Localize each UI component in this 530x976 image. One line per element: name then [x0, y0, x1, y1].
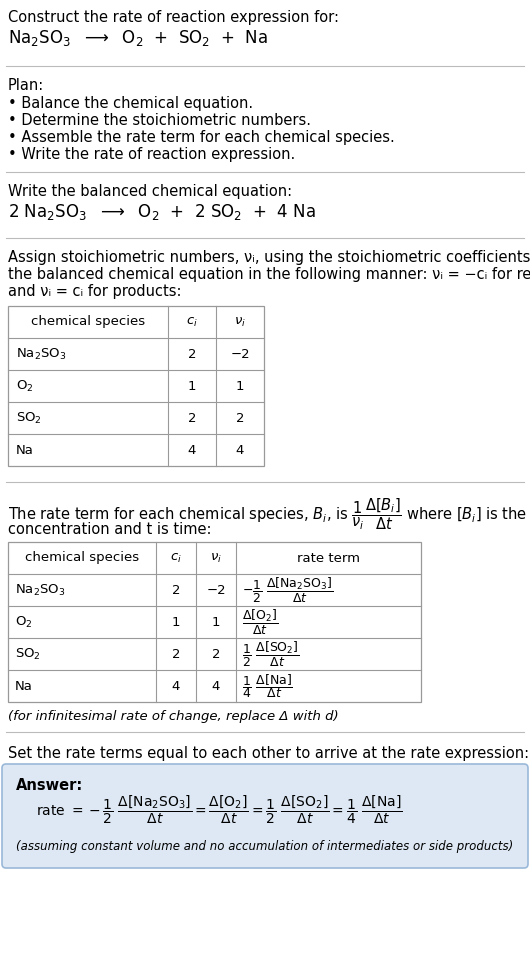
Text: −2: −2: [206, 584, 226, 596]
Text: 4: 4: [212, 679, 220, 693]
Text: (for infinitesimal rate of change, replace Δ with d): (for infinitesimal rate of change, repla…: [8, 710, 339, 723]
Text: Na: Na: [15, 679, 33, 693]
Text: $\mathrm{O_2}$: $\mathrm{O_2}$: [16, 379, 33, 393]
FancyBboxPatch shape: [2, 764, 528, 868]
Text: $c_i$: $c_i$: [170, 551, 182, 564]
Text: • Write the rate of reaction expression.: • Write the rate of reaction expression.: [8, 147, 295, 162]
Text: 1: 1: [212, 616, 220, 629]
Text: Plan:: Plan:: [8, 78, 44, 93]
Text: 4: 4: [236, 443, 244, 457]
Text: The rate term for each chemical species, $B_i$, is $\dfrac{1}{\nu_i}\dfrac{\Delt: The rate term for each chemical species,…: [8, 496, 530, 532]
Text: $\mathrm{SO_2}$: $\mathrm{SO_2}$: [16, 411, 42, 426]
Text: chemical species: chemical species: [31, 315, 145, 329]
Text: the balanced chemical equation in the following manner: νᵢ = −cᵢ for reactants: the balanced chemical equation in the fo…: [8, 267, 530, 282]
Text: $\dfrac{1}{4}\ \dfrac{\Delta[\mathrm{Na}]}{\Delta t}$: $\dfrac{1}{4}\ \dfrac{\Delta[\mathrm{Na}…: [242, 672, 293, 700]
Text: Set the rate terms equal to each other to arrive at the rate expression:: Set the rate terms equal to each other t…: [8, 746, 529, 761]
Text: 2: 2: [172, 584, 180, 596]
Text: 1: 1: [172, 616, 180, 629]
Text: 2: 2: [188, 412, 196, 425]
Text: chemical species: chemical species: [25, 551, 139, 564]
Text: 4: 4: [188, 443, 196, 457]
Text: • Assemble the rate term for each chemical species.: • Assemble the rate term for each chemic…: [8, 130, 395, 145]
Text: 4: 4: [172, 679, 180, 693]
Text: $\nu_i$: $\nu_i$: [234, 315, 246, 329]
Text: rate $= -\dfrac{1}{2}\ \dfrac{\Delta[\mathrm{Na_2SO_3}]}{\Delta t} = \dfrac{\Del: rate $= -\dfrac{1}{2}\ \dfrac{\Delta[\ma…: [36, 793, 402, 826]
Bar: [8, 306, 264, 466]
Text: −2: −2: [230, 347, 250, 360]
Text: $\mathrm{O_2}$: $\mathrm{O_2}$: [15, 615, 32, 630]
Text: 1: 1: [188, 380, 196, 392]
Text: Construct the rate of reaction expression for:: Construct the rate of reaction expressio…: [8, 10, 339, 25]
Text: $\nu_i$: $\nu_i$: [210, 551, 222, 564]
Text: Write the balanced chemical equation:: Write the balanced chemical equation:: [8, 184, 292, 199]
Text: concentration and t is time:: concentration and t is time:: [8, 522, 211, 537]
Text: $\mathrm{Na_2SO_3}$  $\longrightarrow$  $\mathrm{O_2}$  +  $\mathrm{SO_2}$  +  N: $\mathrm{Na_2SO_3}$ $\longrightarrow$ $\…: [8, 28, 268, 48]
Text: • Balance the chemical equation.: • Balance the chemical equation.: [8, 96, 253, 111]
Text: 2: 2: [236, 412, 244, 425]
Text: $\mathrm{Na_2SO_3}$: $\mathrm{Na_2SO_3}$: [15, 583, 66, 597]
Text: $\mathrm{2\ Na_2SO_3}$  $\longrightarrow$  $\mathrm{O_2}$  +  $\mathrm{2\ SO_2}$: $\mathrm{2\ Na_2SO_3}$ $\longrightarrow$…: [8, 202, 316, 222]
Text: 2: 2: [212, 647, 220, 661]
Text: Assign stoichiometric numbers, νᵢ, using the stoichiometric coefficients, cᵢ, fr: Assign stoichiometric numbers, νᵢ, using…: [8, 250, 530, 265]
Text: $\dfrac{1}{2}\ \dfrac{\Delta[\mathrm{SO_2}]}{\Delta t}$: $\dfrac{1}{2}\ \dfrac{\Delta[\mathrm{SO_…: [242, 639, 299, 669]
Text: Na: Na: [16, 443, 34, 457]
Text: $-\dfrac{1}{2}\ \dfrac{\Delta[\mathrm{Na_2SO_3}]}{\Delta t}$: $-\dfrac{1}{2}\ \dfrac{\Delta[\mathrm{Na…: [242, 576, 333, 604]
Text: 1: 1: [236, 380, 244, 392]
Text: 2: 2: [188, 347, 196, 360]
Text: rate term: rate term: [297, 551, 360, 564]
Text: 2: 2: [172, 647, 180, 661]
Bar: [8, 542, 421, 702]
Text: $\dfrac{\Delta[\mathrm{O_2}]}{\Delta t}$: $\dfrac{\Delta[\mathrm{O_2}]}{\Delta t}$: [242, 607, 278, 636]
Text: Answer:: Answer:: [16, 778, 83, 793]
Text: $c_i$: $c_i$: [186, 315, 198, 329]
Text: and νᵢ = cᵢ for products:: and νᵢ = cᵢ for products:: [8, 284, 181, 299]
Text: $\mathrm{SO_2}$: $\mathrm{SO_2}$: [15, 646, 41, 662]
Text: (assuming constant volume and no accumulation of intermediates or side products): (assuming constant volume and no accumul…: [16, 840, 513, 853]
Text: • Determine the stoichiometric numbers.: • Determine the stoichiometric numbers.: [8, 113, 311, 128]
Text: $\mathrm{Na_2SO_3}$: $\mathrm{Na_2SO_3}$: [16, 346, 66, 361]
